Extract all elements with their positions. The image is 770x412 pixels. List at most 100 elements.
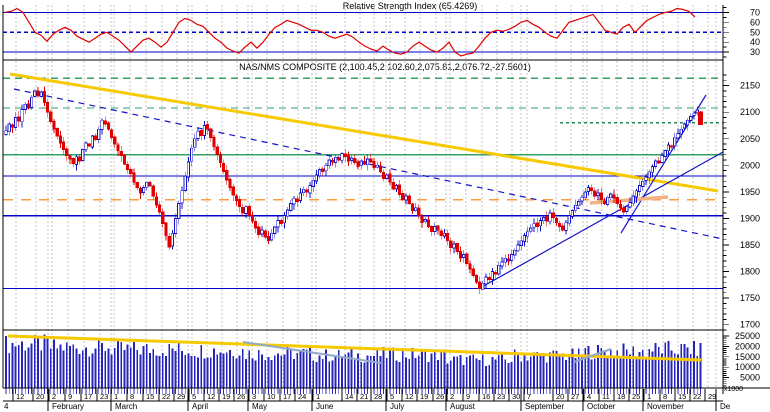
candle-down (119, 150, 123, 157)
candle-up (173, 218, 178, 234)
candle-down (221, 163, 226, 173)
candle-up (676, 133, 680, 139)
candle-down (87, 143, 91, 147)
candle-down (161, 211, 165, 225)
rsi-series-line (4, 7, 696, 57)
candle-up (189, 147, 194, 162)
candle-down (554, 217, 559, 224)
volume-trendline (242, 341, 382, 364)
candle-up (686, 119, 690, 126)
candle-down (535, 222, 539, 227)
date-label: 1 (114, 392, 118, 401)
candle-up (282, 215, 287, 224)
candle-down (17, 116, 21, 122)
date-label: 5 (390, 392, 394, 401)
candle-down (369, 158, 373, 163)
candle-down (247, 205, 251, 217)
trendline (9, 72, 719, 193)
candle-up (359, 160, 363, 166)
candle-up (625, 206, 629, 212)
rsi-axis-label: 40 (750, 37, 760, 47)
candle-down (266, 235, 271, 242)
trendline (479, 151, 724, 289)
candle-up (84, 142, 88, 150)
candle-down (558, 223, 562, 227)
candle-up (631, 195, 635, 204)
candle-down (391, 181, 395, 190)
candle-down (78, 156, 82, 162)
candle-up (529, 227, 533, 232)
candle-up (349, 157, 354, 161)
candle-down (561, 225, 565, 231)
candle-up (333, 156, 338, 163)
candle-up (183, 175, 187, 191)
candle-up (308, 185, 312, 194)
candle-up (679, 128, 683, 135)
candle-up (580, 196, 584, 202)
candle-up (647, 171, 651, 179)
candle-up (327, 159, 331, 167)
candle-up (97, 128, 101, 140)
candle-down (49, 111, 53, 123)
candle-down (458, 251, 463, 259)
price-axis-label: 2000 (740, 160, 760, 170)
candle-up (340, 153, 344, 161)
rsi-axis-label: 70 (750, 7, 760, 17)
price-axis-label: 1850 (740, 240, 760, 250)
candle-down (164, 222, 168, 236)
volume-axis-label: 5000 (740, 373, 760, 383)
date-label: 10 (267, 392, 275, 401)
date-label: 11 (602, 392, 610, 401)
candle-down (455, 242, 459, 252)
candle-down (698, 111, 703, 125)
price-axis-label: 1700 (740, 320, 760, 330)
candle-down (209, 128, 213, 139)
date-label: 20 (36, 392, 44, 401)
month-label: April (192, 402, 208, 411)
candle-down (381, 172, 386, 179)
date-label: 17 (283, 392, 291, 401)
date-label: 9 (466, 392, 470, 401)
price-panel (3, 72, 724, 294)
date-label: 1 (647, 392, 651, 401)
volume-axis-label: 25000 (735, 331, 760, 341)
candle-up (542, 216, 546, 222)
rsi-axis-label: 50 (750, 27, 760, 37)
month-label: September (525, 402, 564, 411)
candle-down (138, 187, 142, 194)
candle-up (564, 222, 568, 231)
rsi-panel (3, 7, 723, 57)
candle-up (583, 191, 587, 199)
date-label: 23 (100, 392, 108, 401)
candle-up (90, 135, 94, 148)
date-label: 7 (527, 392, 531, 401)
month-label: March (115, 402, 137, 411)
candle-up (260, 229, 264, 235)
date-label: 29 (708, 392, 716, 401)
candle-down (231, 186, 235, 196)
candle-down (215, 146, 219, 156)
candle-down (401, 193, 405, 201)
rsi-axis-label: 30 (750, 47, 760, 57)
candle-up (673, 137, 677, 147)
date-label: 18 (617, 392, 625, 401)
candle-up (481, 282, 485, 290)
candle-up (170, 232, 174, 247)
date-label: 1 (316, 392, 320, 401)
candle-up (628, 202, 632, 208)
candle-down (212, 136, 216, 148)
candle-up (244, 206, 248, 214)
candle-up (513, 249, 517, 256)
price-axis-label: 1950 (740, 187, 760, 197)
candle-down (151, 185, 155, 197)
candle-down (343, 153, 347, 158)
candle-down (10, 124, 14, 128)
date-label: 26 (436, 392, 444, 401)
candle-up (423, 219, 427, 223)
candle-down (487, 276, 491, 280)
candle-up (689, 116, 693, 121)
candle-down (237, 199, 242, 208)
date-label: 29 (177, 392, 185, 401)
